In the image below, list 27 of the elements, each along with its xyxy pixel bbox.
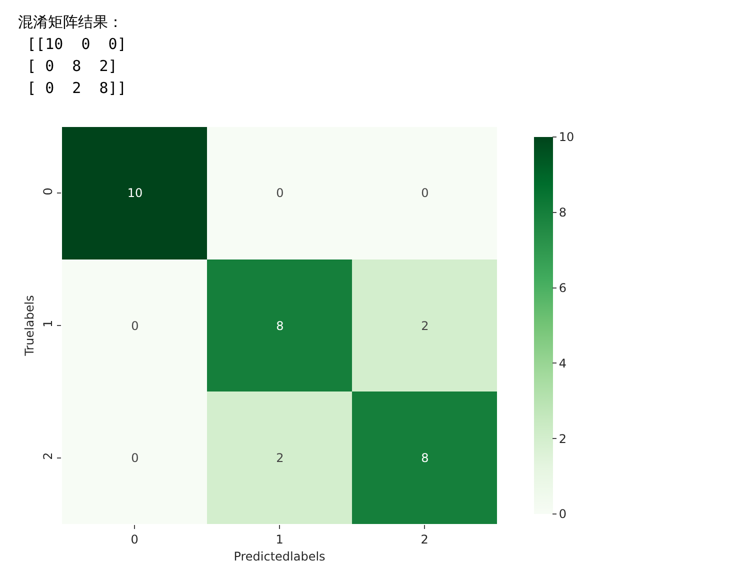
data-label: 2 bbox=[421, 319, 429, 334]
color-bar-label: 2 bbox=[558, 432, 567, 446]
y-axis-title: Truelabels bbox=[22, 295, 36, 357]
color-bar-label: 8 bbox=[558, 206, 567, 220]
x-tick-label: 0 bbox=[130, 532, 138, 546]
y-tick-label: 0 bbox=[41, 188, 56, 196]
x-tick-label: 1 bbox=[276, 532, 284, 546]
color-bar-label: 4 bbox=[558, 356, 567, 370]
data-label: 8 bbox=[276, 319, 284, 334]
text: [[10 0 0] bbox=[18, 35, 126, 53]
color-bar-label: 10 bbox=[558, 130, 574, 144]
data-label: 8 bbox=[421, 451, 429, 466]
data-label: 0 bbox=[131, 319, 139, 334]
x-axis-title: Predictedlabels bbox=[234, 549, 326, 564]
data-label: 10 bbox=[127, 186, 143, 200]
color-bar-label: 6 bbox=[558, 281, 567, 295]
color-bar-label: 0 bbox=[558, 507, 567, 522]
x-tick-label: 2 bbox=[420, 532, 428, 546]
text: 混淆矩阵结果： bbox=[18, 13, 123, 31]
y-tick-label: 2 bbox=[41, 452, 56, 460]
data-label: 0 bbox=[276, 186, 284, 200]
data-label: 0 bbox=[131, 451, 139, 466]
data-label: 2 bbox=[276, 451, 284, 466]
text: [ 0 2 8]] bbox=[18, 79, 126, 97]
data-label: 0 bbox=[421, 186, 429, 200]
y-tick-label: 1 bbox=[41, 320, 56, 328]
text: [ 0 8 2] bbox=[18, 57, 118, 75]
